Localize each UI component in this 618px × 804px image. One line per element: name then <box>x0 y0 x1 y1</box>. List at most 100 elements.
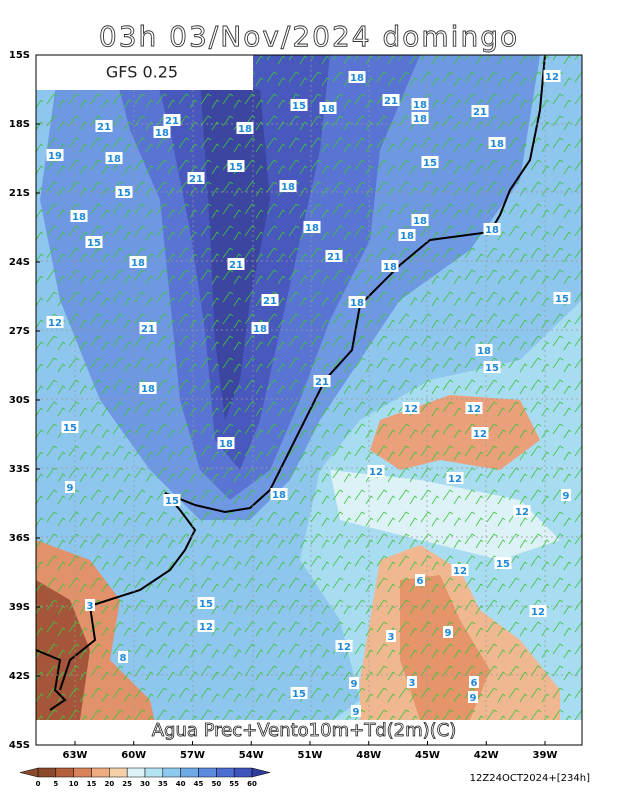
contour-label: 9 <box>67 483 74 494</box>
contour-label: 18 <box>383 262 397 273</box>
colorbar-tick-label: 5 <box>53 780 58 788</box>
contour-label-box <box>65 481 75 493</box>
lon-label: 39W <box>533 750 558 761</box>
contour-label: 21 <box>97 122 111 133</box>
contour-label: 18 <box>477 346 491 357</box>
contour-label: 15 <box>292 689 306 700</box>
contour-label-box <box>483 223 501 235</box>
contour-label: 15 <box>485 363 499 374</box>
contour-label-box <box>513 505 531 517</box>
contour-label: 15 <box>555 294 569 305</box>
contour-label-box <box>118 651 128 663</box>
lon-label: 42W <box>474 750 499 761</box>
lat-label: 30S <box>9 395 30 406</box>
contour-label-box <box>348 296 366 308</box>
contour-label-box <box>446 472 464 484</box>
colorbar-segment <box>126 767 146 778</box>
contour-label: 15 <box>496 559 510 570</box>
colorbar-segment <box>233 767 253 778</box>
contour-label-box <box>386 630 396 642</box>
contour-label-box <box>261 294 279 306</box>
contour-label: 12 <box>531 607 545 618</box>
contour-label: 18 <box>219 439 233 450</box>
contour-label: 18 <box>155 128 169 139</box>
contour-label-box <box>543 70 561 82</box>
colorbar-segment <box>216 767 235 778</box>
contour-label: 6 <box>471 678 478 689</box>
contour-label-box <box>561 489 571 501</box>
contour-label-box <box>529 605 547 617</box>
contour-label: 21 <box>473 107 487 118</box>
contour-label: 8 <box>120 653 127 664</box>
contour-label-box <box>303 221 321 233</box>
lat-label: 36S <box>9 533 30 544</box>
title: 03h 03/Nov/2024 domingo <box>99 20 519 53</box>
lon-label: 54W <box>239 750 264 761</box>
contour-label-box <box>319 102 337 114</box>
colorbar-segment <box>198 767 217 778</box>
colorbar-tick-label: 30 <box>140 780 150 788</box>
contour-label: 12 <box>337 642 351 653</box>
contour-label: 12 <box>453 566 467 577</box>
lon-label: 57W <box>180 750 205 761</box>
contour-label-box <box>139 322 157 334</box>
contour-label: 9 <box>353 707 360 718</box>
contour-label: 12 <box>545 72 559 83</box>
contour-label-box <box>95 120 113 132</box>
lat-label: 27S <box>9 326 30 337</box>
contour-label: 21 <box>263 296 277 307</box>
contour-label: 18 <box>485 225 499 236</box>
contour-label-box <box>348 71 366 83</box>
contour-label-box <box>407 676 417 688</box>
contour-label: 15 <box>165 496 179 507</box>
contour-label-box <box>471 105 489 117</box>
contour-label: 18 <box>272 490 286 501</box>
colorbar-tick-label: 10 <box>69 780 79 788</box>
contour-label-box <box>351 705 361 717</box>
contour-label-box <box>129 256 147 268</box>
contour-label-box <box>451 564 469 576</box>
colorbar-segment <box>162 767 181 778</box>
contour-label: 21 <box>315 377 329 388</box>
contour-label-box <box>313 375 331 387</box>
contour-label-box <box>421 156 439 168</box>
colorbar-tick-label: 25 <box>122 780 132 788</box>
contour-label: 18 <box>305 223 319 234</box>
colorbar-end <box>251 767 271 778</box>
contour-label-box <box>227 258 245 270</box>
contour-label-box <box>402 402 420 414</box>
contour-label-box <box>270 488 288 500</box>
contour-label: 15 <box>199 599 213 610</box>
contour-label: 6 <box>417 576 424 587</box>
contour-label-box <box>553 292 571 304</box>
contour-label: 3 <box>409 678 416 689</box>
contour-label-box <box>325 250 343 262</box>
colorbar-segment <box>109 767 128 778</box>
contour-label: 12 <box>448 474 462 485</box>
contour-label-box <box>290 99 308 111</box>
contour-label: 12 <box>467 404 481 415</box>
contour-label: 18 <box>413 114 427 125</box>
contour-label-box <box>411 98 429 110</box>
contour-label-box <box>197 620 215 632</box>
colorbar-tick-label: 0 <box>36 780 41 788</box>
colorbar-segment <box>91 767 110 778</box>
colorbar-tick-label: 60 <box>247 780 257 788</box>
contour-label: 15 <box>229 162 243 173</box>
lon-label: 51W <box>298 750 323 761</box>
colorbar-tick-label: 20 <box>104 780 114 788</box>
contour-label-box <box>46 316 64 328</box>
contour-label-box <box>290 687 308 699</box>
contour-label-box <box>335 640 353 652</box>
lat-label: 45S <box>9 740 30 751</box>
contour-label: 9 <box>563 491 570 502</box>
lon-label: 45W <box>415 750 440 761</box>
contour-label-box <box>139 382 157 394</box>
contour-label: 18 <box>350 73 364 84</box>
contour-label: 15 <box>292 101 306 112</box>
caption-box <box>36 720 582 745</box>
contour-label: 18 <box>350 298 364 309</box>
contour-label-box <box>46 149 64 161</box>
contour-label: 12 <box>515 507 529 518</box>
contour-label-box <box>415 574 425 586</box>
